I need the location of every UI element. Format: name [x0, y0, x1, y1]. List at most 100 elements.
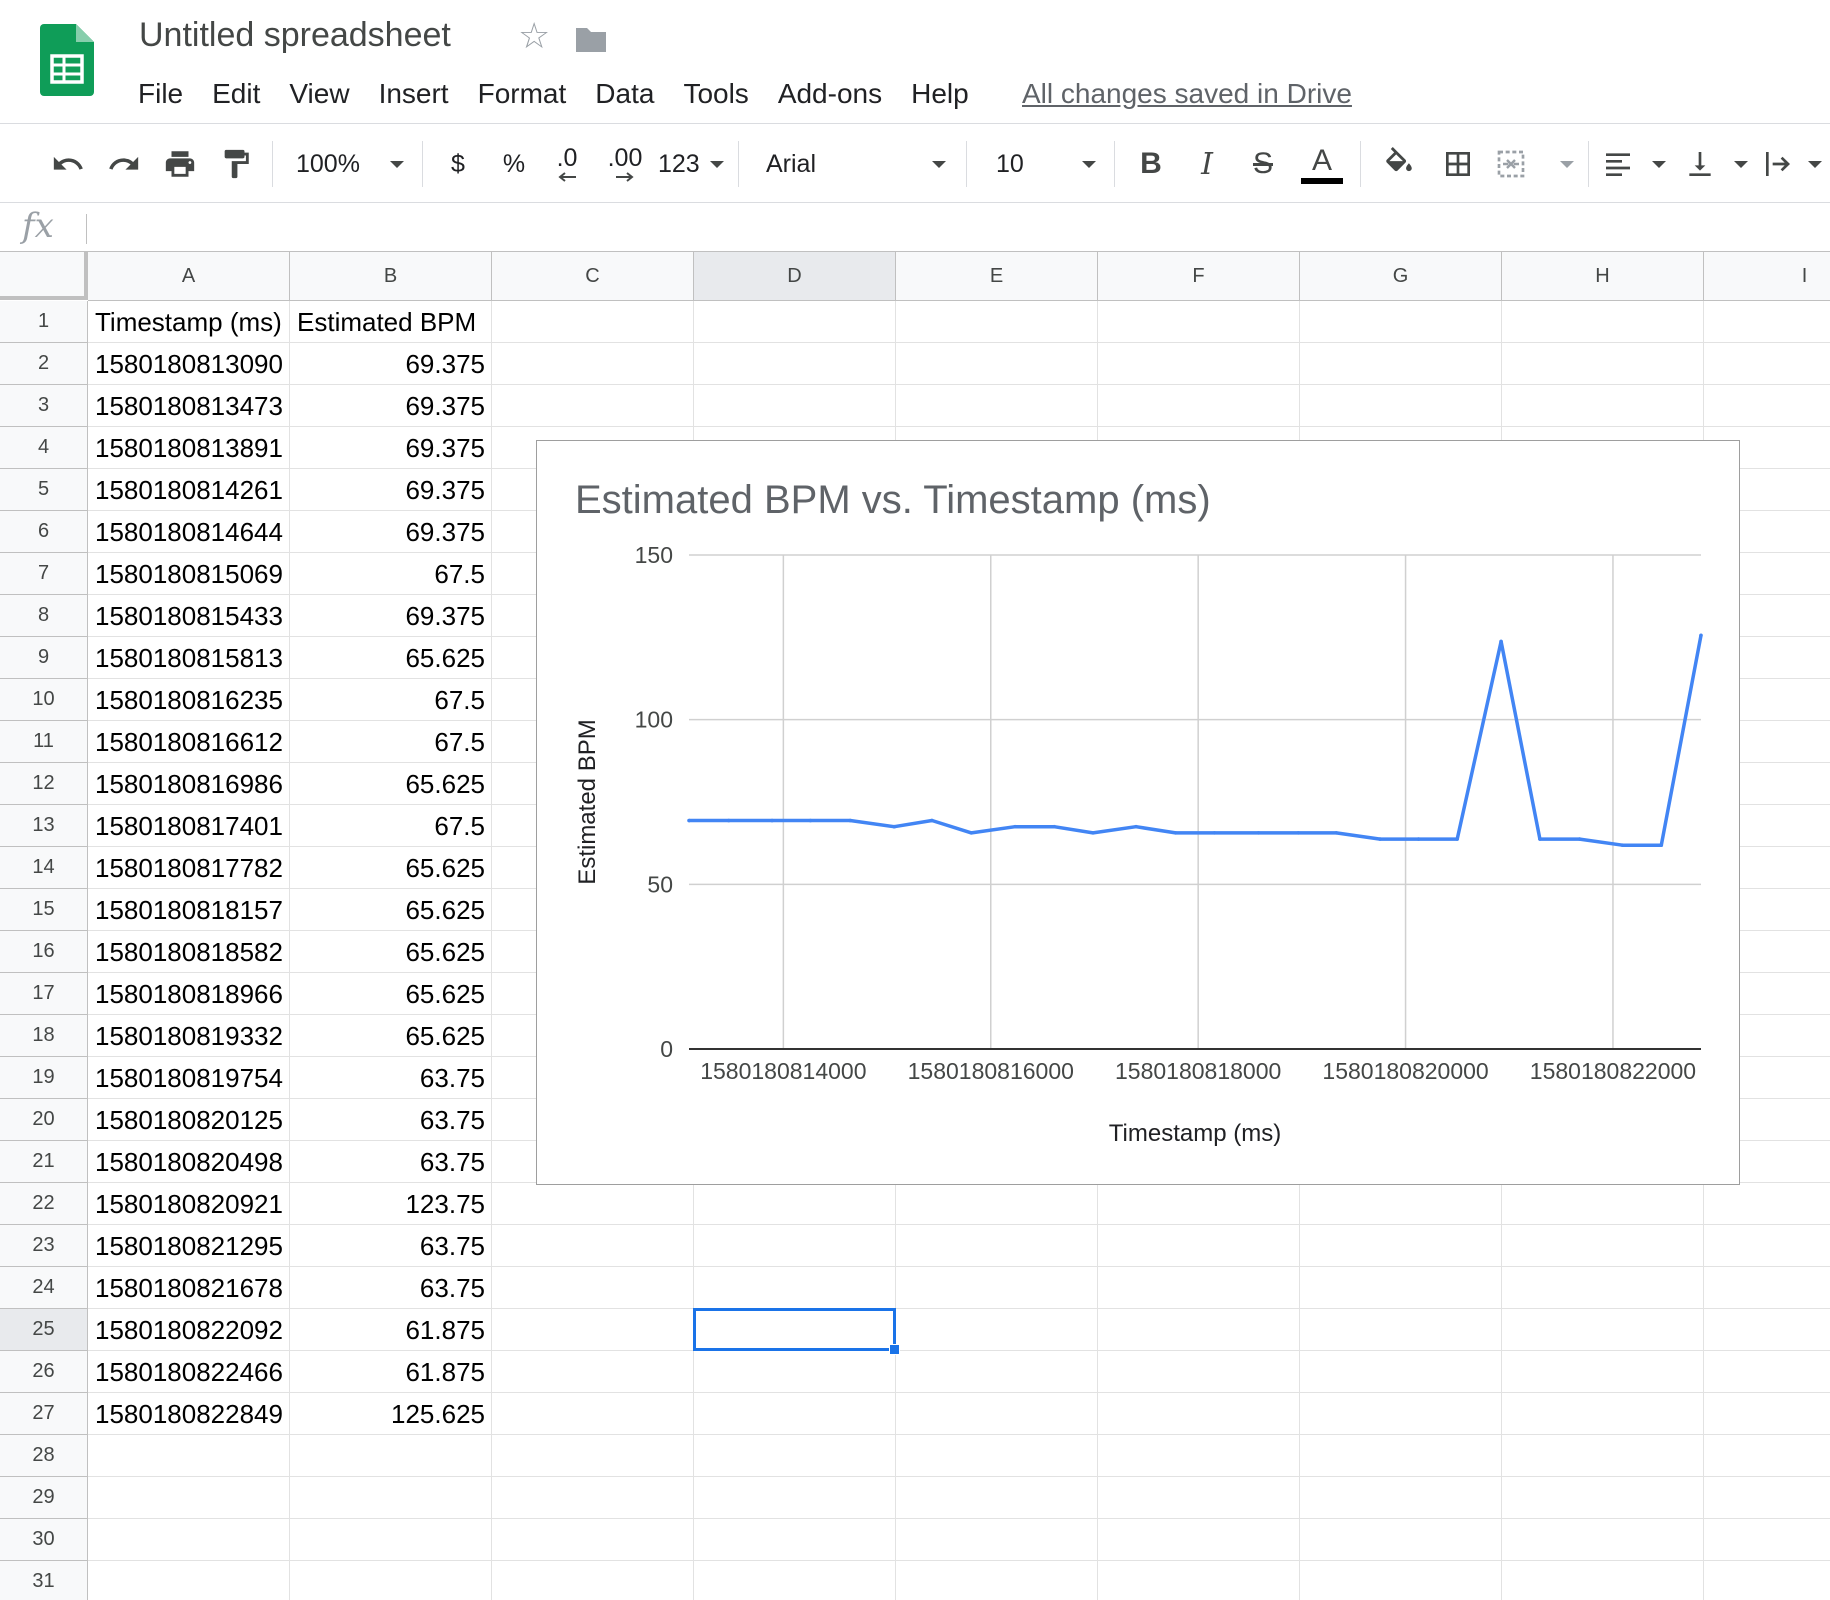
bpm-cell[interactable]: 63.75 [419, 1063, 485, 1093]
font-family-select[interactable]: Arial [760, 139, 952, 189]
row-header-23[interactable]: 23 [0, 1225, 88, 1267]
menu-format[interactable]: Format [477, 78, 567, 109]
row-header-20[interactable]: 20 [0, 1099, 88, 1141]
timestamp-cell[interactable]: 1580180818157 [95, 895, 283, 925]
row-header-21[interactable]: 21 [0, 1141, 88, 1183]
sheets-logo-icon[interactable] [40, 24, 94, 96]
row-header-24[interactable]: 24 [0, 1267, 88, 1309]
row-header-27[interactable]: 27 [0, 1393, 88, 1435]
star-icon[interactable]: ☆ [518, 15, 551, 56]
bpm-cell[interactable]: 63.75 [419, 1105, 485, 1135]
timestamp-cell[interactable]: 1580180817401 [95, 811, 283, 841]
timestamp-cell[interactable]: 1580180820921 [95, 1189, 283, 1219]
column-header-f[interactable]: F [1098, 252, 1300, 301]
timestamp-cell[interactable]: 1580180817782 [95, 853, 283, 883]
bpm-cell[interactable]: 67.5 [434, 559, 485, 589]
timestamp-cell[interactable]: 1580180816986 [95, 769, 283, 799]
row-header-18[interactable]: 18 [0, 1015, 88, 1057]
more-formats-button[interactable]: 123 [658, 139, 724, 189]
header-cell[interactable]: Estimated BPM [297, 307, 477, 337]
bpm-cell[interactable]: 69.375 [405, 349, 485, 379]
menu-view[interactable]: View [289, 78, 350, 109]
bpm-cell[interactable]: 65.625 [405, 895, 485, 925]
column-header-d[interactable]: D [694, 252, 896, 301]
timestamp-cell[interactable]: 1580180820498 [95, 1147, 283, 1177]
row-header-9[interactable]: 9 [0, 637, 88, 679]
menu-file[interactable]: File [138, 78, 184, 109]
timestamp-cell[interactable]: 1580180814261 [95, 475, 283, 505]
document-title[interactable]: Untitled spreadsheet [139, 16, 451, 54]
currency-format-button[interactable]: $ [436, 139, 480, 189]
column-header-a[interactable]: A [88, 252, 290, 301]
menu-add-ons[interactable]: Add-ons [777, 78, 883, 109]
column-header-c[interactable]: C [492, 252, 694, 301]
row-header-10[interactable]: 10 [0, 679, 88, 721]
timestamp-cell[interactable]: 1580180822466 [95, 1357, 283, 1387]
row-header-16[interactable]: 16 [0, 931, 88, 973]
fill-color-button[interactable] [1374, 139, 1424, 189]
row-header-22[interactable]: 22 [0, 1183, 88, 1225]
row-header-26[interactable]: 26 [0, 1351, 88, 1393]
row-header-11[interactable]: 11 [0, 721, 88, 763]
column-header-i[interactable]: I [1704, 252, 1830, 301]
bpm-cell[interactable]: 69.375 [405, 601, 485, 631]
row-header-17[interactable]: 17 [0, 973, 88, 1015]
row-header-7[interactable]: 7 [0, 553, 88, 595]
row-header-14[interactable]: 14 [0, 847, 88, 889]
font-size-select[interactable]: 10 [990, 139, 1102, 189]
bpm-cell[interactable]: 125.625 [391, 1399, 485, 1429]
bpm-cell[interactable]: 65.625 [405, 643, 485, 673]
text-wrap-button[interactable] [1762, 139, 1822, 189]
timestamp-cell[interactable]: 1580180815069 [95, 559, 283, 589]
timestamp-cell[interactable]: 1580180816612 [95, 727, 283, 757]
timestamp-cell[interactable]: 1580180820125 [95, 1105, 283, 1135]
paint-format-button[interactable] [212, 139, 260, 189]
row-header-6[interactable]: 6 [0, 511, 88, 553]
select-all-corner[interactable] [0, 252, 88, 300]
timestamp-cell[interactable]: 1580180822092 [95, 1315, 283, 1345]
row-header-12[interactable]: 12 [0, 763, 88, 805]
bpm-cell[interactable]: 69.375 [405, 391, 485, 421]
row-header-5[interactable]: 5 [0, 469, 88, 511]
bpm-cell[interactable]: 63.75 [419, 1147, 485, 1177]
row-header-28[interactable]: 28 [0, 1435, 88, 1477]
timestamp-cell[interactable]: 1580180822849 [95, 1399, 283, 1429]
row-header-19[interactable]: 19 [0, 1057, 88, 1099]
vertical-align-button[interactable] [1684, 139, 1748, 189]
timestamp-cell[interactable]: 1580180819754 [95, 1063, 283, 1093]
row-header-29[interactable]: 29 [0, 1477, 88, 1519]
menu-edit[interactable]: Edit [212, 78, 261, 109]
menu-tools[interactable]: Tools [683, 78, 749, 109]
bpm-cell[interactable]: 67.5 [434, 811, 485, 841]
bpm-cell[interactable]: 63.75 [419, 1273, 485, 1303]
column-header-h[interactable]: H [1502, 252, 1704, 301]
timestamp-cell[interactable]: 1580180813473 [95, 391, 283, 421]
bpm-cell[interactable]: 65.625 [405, 769, 485, 799]
menu-help[interactable]: Help [911, 78, 969, 109]
row-header-8[interactable]: 8 [0, 595, 88, 637]
row-header-30[interactable]: 30 [0, 1519, 88, 1561]
bpm-cell[interactable]: 61.875 [405, 1357, 485, 1387]
row-header-15[interactable]: 15 [0, 889, 88, 931]
zoom-select[interactable]: 100% [290, 139, 410, 189]
row-header-31[interactable]: 31 [0, 1561, 88, 1600]
column-header-b[interactable]: B [290, 252, 492, 301]
bpm-cell[interactable]: 65.625 [405, 937, 485, 967]
bpm-cell[interactable]: 69.375 [405, 475, 485, 505]
undo-button[interactable] [44, 139, 92, 189]
timestamp-cell[interactable]: 1580180813090 [95, 349, 283, 379]
timestamp-cell[interactable]: 1580180818966 [95, 979, 283, 1009]
timestamp-cell[interactable]: 1580180816235 [95, 685, 283, 715]
horizontal-align-button[interactable] [1602, 139, 1666, 189]
text-color-button[interactable]: A [1298, 139, 1346, 189]
row-header-4[interactable]: 4 [0, 427, 88, 469]
timestamp-cell[interactable]: 1580180819332 [95, 1021, 283, 1051]
redo-button[interactable] [100, 139, 148, 189]
folder-icon[interactable] [574, 26, 608, 54]
bpm-cell[interactable]: 67.5 [434, 727, 485, 757]
row-header-2[interactable]: 2 [0, 343, 88, 385]
bpm-cell[interactable]: 69.375 [405, 517, 485, 547]
print-button[interactable] [156, 139, 204, 189]
bpm-cell[interactable]: 123.75 [405, 1189, 485, 1219]
timestamp-cell[interactable]: 1580180818582 [95, 937, 283, 967]
